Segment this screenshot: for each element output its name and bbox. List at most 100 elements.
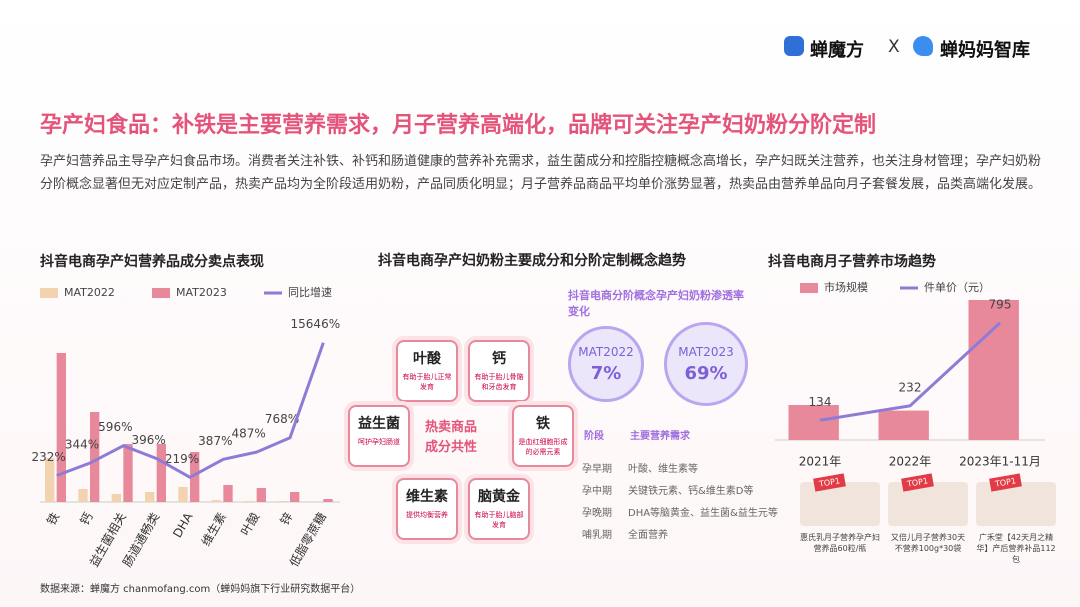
stage: 孕早期 [582,464,612,475]
node-label: 脑黄金 [478,489,520,505]
stage: 孕中期 [582,486,612,497]
separator: X [888,37,900,57]
value-label: 232% [32,450,66,464]
bar [245,501,255,502]
node-note: 呵护孕妇肠道 [358,438,400,446]
node: 维生素 提供均衡营养 [396,478,458,540]
need: 关键铁元素、钙&维生素D等 [628,486,754,497]
product: TOP1 惠氏乳月子营养孕产妇营养品60粒/瓶 [800,473,880,554]
line [56,342,325,480]
bar [178,487,188,502]
bar [145,492,155,502]
description: 孕产妇营养品主导孕产妇食品市场。消费者关注补铁、补钙和肠道健康的营养补充需求，益… [40,154,1042,192]
bar [323,499,333,502]
penetration-title: 抖音电商分阶概念孕产妇奶粉渗透率变化 [568,289,744,318]
bar [111,494,121,502]
legend-label: MAT2023 [176,286,227,299]
product-name: 广禾堂【42天月之精华】产后营养补品112包 [976,533,1056,564]
need: 全面营养 [628,530,668,541]
legend-label: 同比增速 [288,285,332,299]
source: 数据来源：蝉魔方 chanmofang.com（蝉妈妈旗下行业研究数据平台） [40,584,361,595]
bar [968,300,1019,440]
table-head: 主要营养需求 [630,431,690,442]
node-note: 有助于胎儿骨骼和牙齿发育 [474,373,524,391]
value-label: 596% [98,420,132,434]
value-label: 387% [198,434,232,448]
node: 脑黄金有助于胎儿脑部发育 [468,478,530,540]
bar [190,452,200,502]
center-line: 热卖商品 [425,420,478,435]
logo-icon [913,36,933,56]
product-name: 又倍儿月子营养30天不营养100g*30袋 [890,533,966,553]
bar [223,485,233,502]
bar [123,444,133,502]
need: 叶酸、维生素等 [628,464,698,475]
table-head: 阶段 [584,431,604,442]
node-label: 叶酸 [413,351,441,367]
bar [90,412,100,502]
penetration-circle: MAT2023 69% [664,322,748,406]
product-image: TOP1 [976,473,1056,526]
product: TOP1 广禾堂【42天月之精华】产后营养补品112包 [976,473,1056,565]
x-tick-label: 2023年1-11月 [959,455,1041,469]
x-tick-label: 维生素 [199,510,229,548]
value-label: 768% [265,412,299,426]
penetration-circle: MAT2022 7% [568,326,644,402]
diagram-title: 抖音电商孕产妇奶粉主要成分和分阶定制概念趋势 [378,253,686,269]
legend-label: 件单价（元） [924,281,990,294]
value-label: 219% [165,452,199,466]
percent: 7% [590,363,622,384]
value-label: 15646% [291,317,341,331]
product-image: TOP1 [800,473,880,526]
x-tick-label: DHA [170,510,196,541]
legend-swatch [40,288,58,298]
node-label: 铁 [536,416,550,432]
node-label: 益生菌 [358,416,400,432]
value-label: 487% [232,427,266,441]
legend-label: 市场规模 [824,280,868,294]
bar [290,492,300,502]
chart-title: 抖音电商月子营养市场趋势 [768,253,936,270]
bar [45,458,55,502]
bar [156,444,166,502]
x-tick-label: 叶酸 [237,510,262,538]
line [819,321,1002,422]
x-tick-label: 2021年 [799,455,842,469]
node-note: 有助于胎儿脑部发育 [474,511,524,529]
node: 叶酸有助于胎儿正常发育 [396,340,458,402]
node-note: 有助于胎儿正常发育 [402,373,452,391]
chart-title: 抖音电商孕产妇营养品成分卖点表现 [40,253,264,270]
node-label: 维生素 [406,489,448,505]
value-label: 134 [809,395,832,409]
product-image: TOP1 [888,473,968,526]
title: 孕产妇食品：补铁是主要营养需求，月子营养高端化，品牌可关注孕产妇奶粉分阶定制 [40,113,877,138]
x-tick-label: 2022年 [889,455,932,469]
value-label: 396% [132,433,166,447]
bar [788,405,839,440]
logo-left: 蝉魔方 [810,40,864,61]
stage: 孕晚期 [582,508,612,519]
bar [878,410,929,440]
node-note: 提供均衡营养 [406,511,448,519]
stage: 哺乳期 [582,530,612,541]
node-note: 是血红细胞形成的必需元素 [518,438,568,456]
legend-label: MAT2022 [64,286,115,299]
bar [211,500,221,502]
period: MAT2023 [678,345,734,359]
percent: 69% [684,363,728,384]
node: 钙有助于胎儿骨骼和牙齿发育 [468,340,530,402]
x-tick-label: 铁 [44,510,62,527]
product: TOP1 又倍儿月子营养30天不营养100g*30袋 [888,473,968,554]
node: 益生菌 呵护孕妇肠道 [348,405,410,467]
product-name: 惠氏乳月子营养孕产妇营养品60粒/瓶 [800,533,880,553]
diagram-center: 热卖商品 成分共性 [425,418,477,458]
period: MAT2022 [578,345,634,359]
bar [278,501,288,502]
bar [78,489,88,502]
logo-icon [784,36,804,56]
x-tick-label: 锌 [277,510,295,527]
node-label: 钙 [492,351,506,367]
bar [256,488,266,502]
